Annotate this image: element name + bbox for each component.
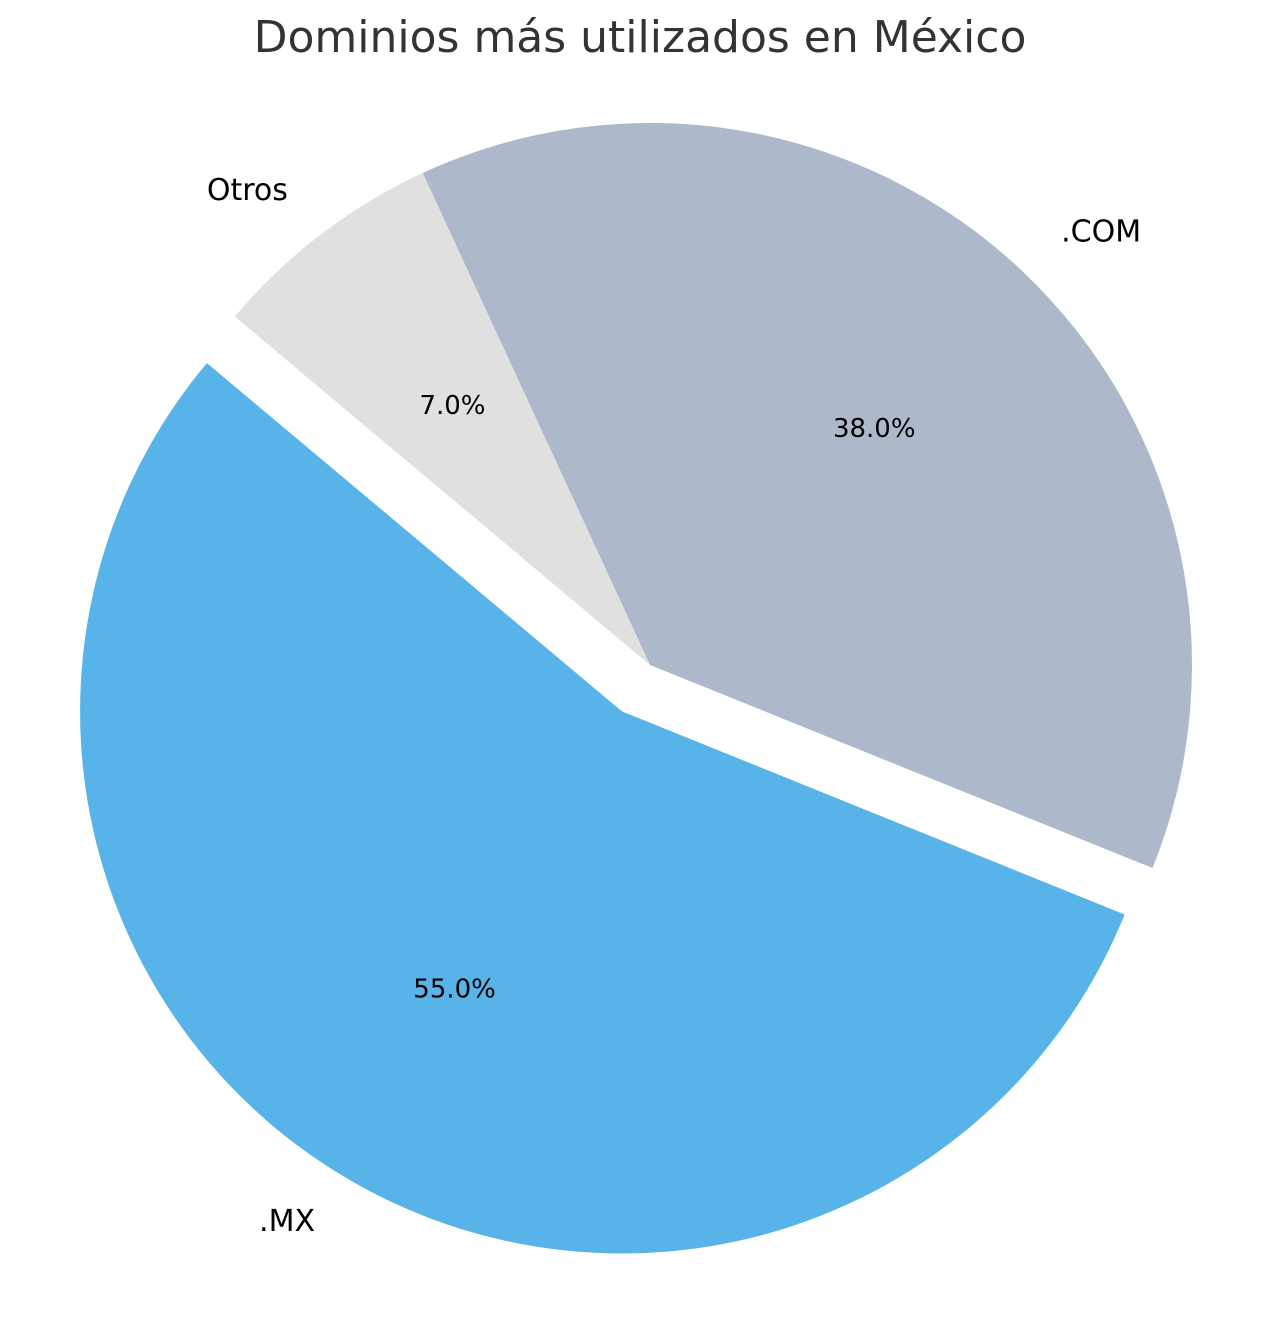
value-label: 7.0% bbox=[419, 391, 485, 421]
pie-slice bbox=[422, 122, 1193, 869]
value-label: 38.0% bbox=[833, 414, 916, 444]
slice-label: Otros bbox=[207, 173, 288, 208]
slice-label: .COM bbox=[1061, 215, 1141, 250]
value-label: 55.0% bbox=[413, 975, 496, 1005]
chart-title: Dominios más utilizados en México bbox=[254, 12, 1027, 63]
pie-slice bbox=[80, 363, 1125, 1254]
slice-label: .MX bbox=[259, 1204, 315, 1239]
pie-slice bbox=[234, 172, 651, 665]
